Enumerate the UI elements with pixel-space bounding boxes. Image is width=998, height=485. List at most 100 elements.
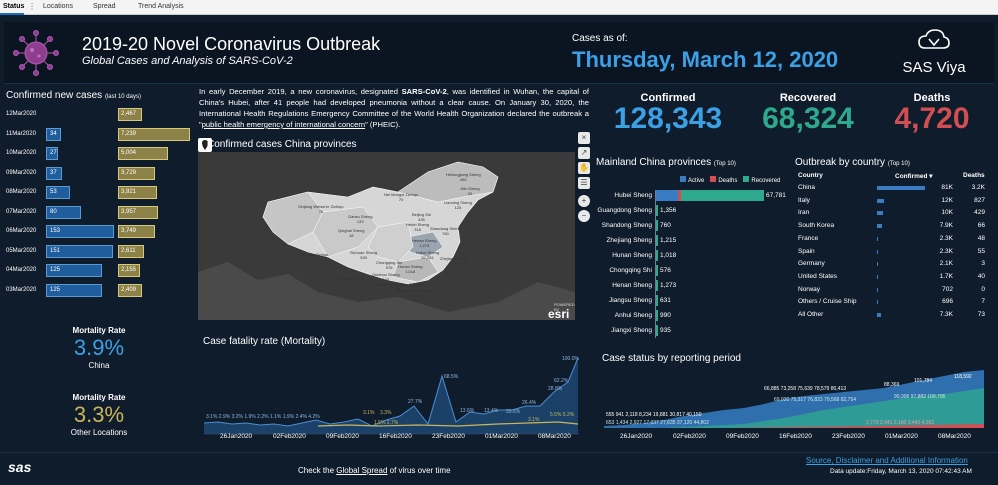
page-title: 2019-20 Novel Coronavirus Outbreak (82, 34, 381, 54)
zoom-in-icon[interactable]: + (578, 195, 590, 207)
map-province-label[interactable]: Xinjiang Weiwu'er Zizhiqu 76 (298, 204, 344, 214)
tab-spread[interactable]: Spread (93, 3, 116, 10)
table-row[interactable]: Germany 2.1K 3 (795, 258, 991, 270)
china-new-cases-value: 125 (50, 286, 61, 293)
map-province-label[interactable]: Sichuan Sheng 539 (350, 250, 377, 260)
map-province-label[interactable]: Yunnan Sheng 174 (338, 276, 364, 286)
map-province-label[interactable]: Gansu Sheng 133 (348, 214, 372, 224)
table-row[interactable]: Italy 12K 827 (795, 195, 991, 207)
province-recovered-bar[interactable] (681, 190, 764, 201)
table-row[interactable]: Iran 10K 429 (795, 207, 991, 219)
table-row[interactable]: Norway 702 0 (795, 284, 991, 296)
map-province-label[interactable]: Liaoning Sheng 125 (444, 200, 472, 210)
china-new-cases-bar[interactable] (46, 127, 61, 141)
other-new-cases-bar[interactable] (118, 166, 156, 180)
province-bar[interactable] (656, 310, 658, 321)
table-row[interactable]: South Korea 7.9K 66 (795, 220, 991, 232)
province-bar[interactable] (656, 235, 658, 246)
status-label: 69,030 75,317 76,823 79,568 82,754 (774, 397, 856, 403)
map-province-label[interactable]: Shandong Sheng 760 (430, 226, 461, 236)
china-new-cases-bar[interactable] (46, 283, 102, 297)
map-province-label[interactable]: Henan Sheng 1,273 (412, 238, 436, 248)
map-province-label[interactable]: Guangxi Zhuangzu Zizhiqu 252 (374, 282, 422, 292)
col-country[interactable]: Country (798, 172, 823, 179)
tab-locations[interactable]: Locations (43, 3, 73, 10)
confirmed-label: Confirmed (640, 92, 696, 104)
map-province-label[interactable]: Guangdong Sheng 1,356 (398, 288, 432, 298)
map-province-label[interactable]: Hunan Sheng 1,018 (398, 264, 422, 274)
more-options-icon[interactable]: ⋮ (28, 2, 36, 11)
china-new-cases-bar[interactable] (46, 186, 70, 199)
china-new-cases-bar[interactable] (46, 205, 82, 219)
tab-status[interactable]: Status (3, 3, 25, 10)
other-new-cases-bar[interactable] (118, 283, 142, 297)
china-new-cases-bar[interactable] (46, 147, 59, 160)
province-bar[interactable] (656, 220, 658, 231)
province-bar[interactable] (656, 280, 658, 291)
other-new-cases-bar[interactable] (118, 186, 157, 199)
new-cases-date: 12Mar2020 (6, 111, 37, 117)
map-province-label[interactable]: Hebei Sheng 318 (406, 222, 429, 232)
pan-hand-icon[interactable]: ✋ (578, 162, 590, 174)
map-province-label[interactable]: Xizang Zizhiqu 1 (302, 252, 328, 262)
map-province-label[interactable]: Zhejiang Sheng 1,215 (440, 256, 468, 266)
other-new-cases-value: 3,921 (121, 189, 137, 195)
map-province-label[interactable]: Jilin Sheng 93 (460, 186, 480, 196)
other-new-cases-bar[interactable] (118, 127, 190, 141)
map-province-label[interactable]: Nei Mongol Zizhiqu 75 (384, 192, 418, 202)
expand-icon[interactable]: ↗ (578, 147, 590, 159)
table-row[interactable]: France 2.3K 48 (795, 233, 991, 245)
province-bar[interactable] (656, 295, 658, 306)
intro-text-a: In early December 2019, a new coronaviru… (199, 87, 402, 96)
map-province-name: Shandong Sheng (430, 226, 461, 231)
china-map[interactable]: Heilongjiang Sheng 482 Jilin Sheng 93 Liaoni… (198, 152, 575, 321)
other-new-cases-bar[interactable] (118, 225, 156, 238)
sas-logo: sas (8, 459, 32, 475)
map-province-label[interactable]: Qinghai Sheng 18 (338, 228, 364, 238)
province-bar[interactable] (656, 325, 658, 336)
table-row[interactable]: United States 1.7K 40 (795, 271, 991, 283)
other-new-cases-bar[interactable] (118, 147, 168, 160)
pheic-link[interactable]: public health emergency of international… (201, 120, 366, 129)
province-bar[interactable] (656, 265, 658, 276)
province-bar[interactable] (656, 205, 658, 216)
province-active-bar[interactable] (656, 190, 678, 201)
intro-paragraph: In early December 2019, a new coronaviru… (199, 86, 589, 130)
table-row[interactable]: Others / Cruise Ship 696 7 (795, 296, 991, 308)
fatality-title: Case fatality rate (Mortality) (203, 336, 326, 347)
map-province-label[interactable]: Beijing Shi 435 (412, 212, 431, 222)
table-row[interactable]: China 81K 3.2K (795, 182, 991, 194)
map-province-label[interactable]: Guizhou Sheng 146 (372, 272, 400, 282)
status-label: 101,784 (914, 378, 932, 384)
confirmed-bar (877, 198, 885, 203)
close-icon[interactable]: × (578, 132, 590, 144)
brand-name: SAS Viya (902, 59, 966, 76)
tab-trend-analysis[interactable]: Trend Analysis (138, 3, 184, 10)
map-province-label[interactable]: Heilongjiang Sheng 482 (446, 172, 481, 182)
china-new-cases-bar[interactable] (46, 244, 114, 258)
map-marker-icon[interactable] (198, 138, 212, 152)
other-new-cases-bar[interactable] (118, 205, 158, 219)
table-row[interactable]: Spain 2.3K 55 (795, 246, 991, 258)
china-new-cases-value: 125 (50, 267, 61, 273)
layers-icon[interactable]: ☰ (578, 177, 590, 189)
china-new-cases-bar[interactable] (46, 166, 63, 180)
map-province-label[interactable]: Chongqing Shi 576 (376, 260, 402, 270)
china-new-cases-bar[interactable] (46, 264, 102, 277)
global-spread-link[interactable]: Global Spread (336, 466, 388, 475)
legend-swatch (680, 176, 686, 182)
map-province-label[interactable]: Hubei Sheng 67,781 (416, 250, 439, 260)
legend-label: Active (688, 178, 705, 184)
zoom-out-icon[interactable]: − (578, 210, 590, 222)
source-link[interactable]: Source, Disclaimer and Additional Inform… (806, 456, 968, 465)
china-new-cases-bar[interactable] (46, 225, 114, 238)
table-row[interactable]: All Other 7.3K 73 (795, 309, 991, 321)
province-bar[interactable] (656, 250, 658, 261)
other-new-cases-bar[interactable] (118, 108, 143, 121)
col-confirmed[interactable]: Confirmed ▾ (895, 173, 933, 180)
province-deaths-bar[interactable] (678, 190, 681, 201)
other-new-cases-bar[interactable] (118, 244, 144, 258)
col-deaths[interactable]: Deaths (963, 172, 985, 179)
map-province-name: Guizhou Sheng (372, 272, 400, 277)
other-new-cases-bar[interactable] (118, 264, 140, 277)
